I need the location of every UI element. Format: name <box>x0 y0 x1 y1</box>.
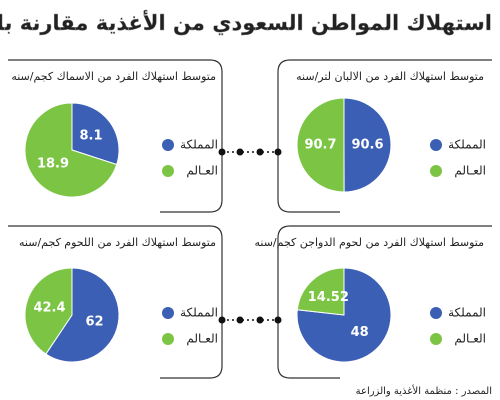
legend-swatch <box>162 165 174 177</box>
panel-title: متوسط استهلاك الفرد من الالبان لتر/سنه <box>296 70 484 83</box>
legend-label: المملكة <box>448 306 486 320</box>
legend-swatch <box>162 307 174 319</box>
legend-swatch <box>430 333 442 345</box>
pie-slice <box>45 267 120 363</box>
panel-border <box>8 225 223 379</box>
data-label: 90.6 <box>351 137 383 152</box>
legend-label: العـالم <box>454 332 486 346</box>
source: المصدر : منظمة الأغذية والزراعة <box>356 384 492 397</box>
panel-title: متوسط استهلاك الفرد من الاسماك كجم/سنه <box>11 70 216 83</box>
legend-label: المملكة <box>448 138 486 152</box>
legend-swatch <box>430 139 442 151</box>
pie-slice <box>343 97 392 193</box>
legend-label: المملكة <box>180 138 218 152</box>
pie-slice <box>296 97 345 193</box>
panel-border <box>8 59 223 213</box>
main-title: استهلاك المواطن السعودي من الأغذية مقارن… <box>0 9 492 36</box>
pie-slice <box>24 267 73 355</box>
data-label: 14.52 <box>308 290 349 305</box>
panel-border <box>277 225 492 379</box>
pie-slice <box>71 102 120 166</box>
panel-border <box>277 59 492 213</box>
data-label: 48 <box>351 325 369 340</box>
connector <box>218 148 282 324</box>
legend-swatch <box>430 165 442 177</box>
legend-swatch <box>162 139 174 151</box>
pie-slice <box>296 267 345 316</box>
data-label: 90.7 <box>304 138 336 153</box>
legend-label: المملكة <box>180 306 218 320</box>
legend-swatch <box>162 333 174 345</box>
legend-label: العـالم <box>186 164 218 178</box>
legend-swatch <box>430 307 442 319</box>
data-label: 8.1 <box>79 129 102 144</box>
legend-label: العـالم <box>454 164 486 178</box>
panel-title: متوسط استهلاك الفرد من اللحوم كجم/سنه <box>19 236 216 249</box>
panel-title: متوسط استهلاك الفرد من لحوم الدواجن كجم/… <box>255 236 485 249</box>
pie-slice <box>24 102 118 198</box>
data-label: 62 <box>85 314 103 329</box>
legend-label: العـالم <box>186 332 218 346</box>
data-label: 18.9 <box>37 156 69 171</box>
data-label: 42.4 <box>33 301 65 316</box>
